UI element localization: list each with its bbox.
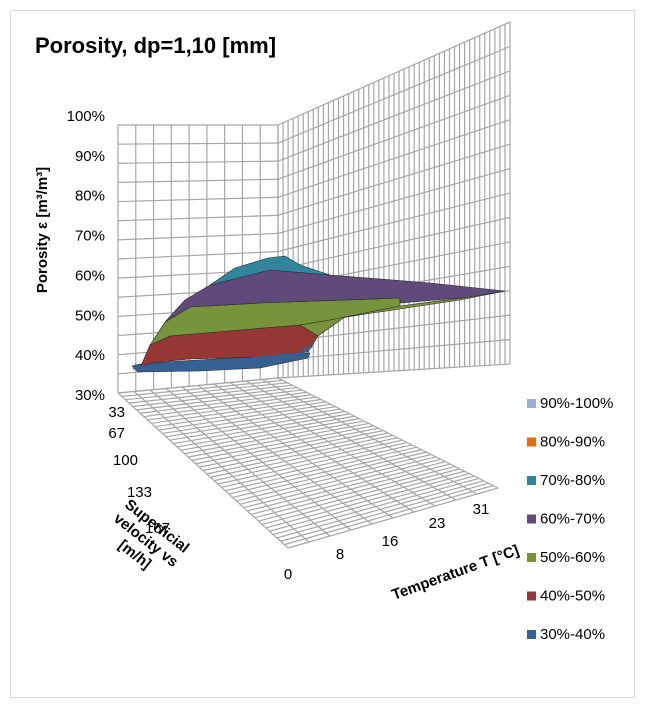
legend-swatch — [527, 591, 536, 601]
chart-frame — [10, 10, 635, 698]
surface-band-right — [299, 290, 506, 337]
porosity-axis-title: Porosity ε [m³/m³] — [34, 167, 51, 293]
floor-gridline — [117, 392, 289, 549]
floor-gridline — [149, 389, 331, 537]
floor-gridline — [229, 381, 436, 507]
temperature-tick-label: 16 — [382, 533, 399, 550]
temperature-tick-label: 31 — [473, 501, 490, 518]
legend: 90%-100% 80%-90% 70%-80% 60%-70% 50%-60% 40%-… — [527, 395, 613, 643]
floor-gridline — [277, 377, 499, 489]
legend-swatch — [527, 514, 536, 524]
temperature-axis-title: Temperature T [°C] — [390, 542, 522, 604]
floor-grid — [117, 377, 499, 549]
porosity-tick-label: 40% — [75, 347, 105, 364]
velocity-tick-label: 67 — [108, 425, 125, 442]
left-wall-gridline — [117, 142, 279, 145]
velocity-axis-ticks: 33 67 100 133 167 — [108, 404, 170, 537]
legend-label: 40%-50% — [540, 588, 605, 605]
legend-swatch — [527, 437, 536, 447]
porosity-tick-label: 90% — [75, 148, 105, 165]
left-wall-gridline — [117, 178, 279, 184]
floor-gridline — [133, 391, 310, 543]
porosity-tick-label: 30% — [75, 387, 105, 404]
left-wall-gridline — [117, 250, 279, 260]
temperature-tick-label: 23 — [429, 515, 446, 532]
legend-label: 80%-90% — [540, 434, 605, 451]
porosity-tick-label: 100% — [67, 108, 105, 125]
porosity-surface — [131, 255, 506, 373]
velocity-tick-label: 100 — [113, 452, 138, 469]
floor-gridline — [261, 378, 478, 495]
porosity-tick-label: 80% — [75, 188, 105, 205]
left-wall-gridline — [117, 196, 279, 203]
chart-title: Porosity, dp=1,10 [mm] — [35, 33, 276, 58]
wall-grid — [117, 21, 511, 394]
porosity-tick-label: 60% — [75, 267, 105, 284]
temperature-tick-label: 0 — [284, 566, 292, 583]
temperature-tick-label: 8 — [336, 546, 344, 563]
legend-label: 60%-70% — [540, 511, 605, 528]
legend-label: 50%-60% — [540, 549, 605, 566]
legend-label: 90%-100% — [540, 395, 613, 412]
floor-gridline — [181, 386, 373, 525]
floor-gridline — [213, 383, 415, 513]
floor-gridline — [245, 380, 457, 501]
porosity-axis-ticks: 30% 40% 50% 60% 70% 80% 90% 100% — [67, 108, 105, 404]
left-wall-gridline — [117, 160, 279, 164]
legend-swatch — [527, 630, 536, 639]
surface-band — [209, 255, 331, 286]
legend-label: 30%-40% — [540, 626, 605, 643]
left-wall-gridline — [117, 232, 279, 241]
legend-label: 70%-80% — [540, 472, 605, 489]
velocity-tick-label: 167 — [145, 520, 170, 537]
left-wall-gridline — [117, 214, 279, 222]
velocity-tick-label: 33 — [108, 404, 125, 421]
surface-front-edge — [132, 344, 313, 370]
floor-gridline — [197, 385, 394, 519]
velocity-tick-label: 133 — [127, 484, 152, 501]
legend-swatch — [527, 553, 536, 562]
velocity-axis-title: Superficial velocity vs [m/h] — [110, 496, 192, 573]
temperature-axis-ticks: 0 8 16 23 31 — [284, 501, 490, 583]
legend-swatch — [527, 399, 536, 408]
legend-swatch — [527, 476, 536, 485]
porosity-tick-label: 50% — [75, 307, 105, 324]
porosity-tick-label: 70% — [75, 228, 105, 245]
floor-gridline — [165, 388, 352, 531]
